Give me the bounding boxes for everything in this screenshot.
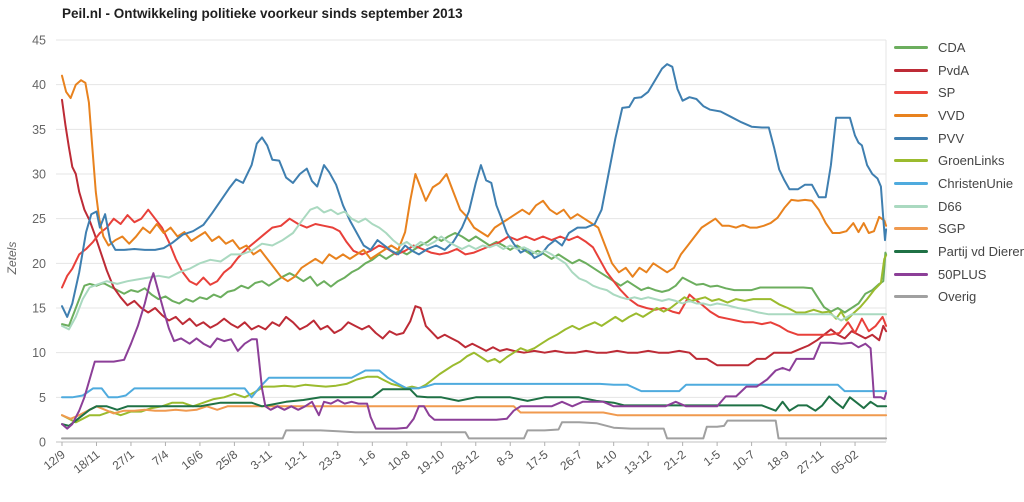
- x-tick-label: 27/1: [110, 447, 137, 473]
- series-line-christenunie: [61, 369, 888, 399]
- legend-swatch-50plus: [894, 272, 928, 276]
- legend-item-d66: D66: [894, 195, 1024, 218]
- legend-swatch-sp: [894, 91, 928, 95]
- legend-swatch-vvd: [894, 113, 928, 117]
- legend-swatch-groenlinks: [894, 159, 928, 163]
- y-tick-label: 35: [32, 123, 46, 137]
- x-tick-label: 12-1: [282, 447, 310, 473]
- legend-label-sp: SP: [938, 85, 956, 101]
- legend-swatch-partij-vd-dieren: [894, 250, 928, 254]
- x-tick-label: 1-6: [356, 447, 379, 469]
- y-tick-label: 45: [32, 34, 46, 48]
- y-tick-label: 40: [32, 78, 46, 92]
- series-line-cda: [61, 232, 888, 327]
- x-tick-label: 23-3: [316, 447, 344, 473]
- chart-legend: CDA PvdA SP VVD PVV GroenLinks ChristenUnie D66…: [894, 36, 1024, 308]
- x-tick-label: 25/8: [213, 447, 240, 473]
- legend-label-pvda: PvdA: [938, 62, 970, 78]
- legend-label-overig: Overig: [938, 289, 977, 305]
- series-line-d66: [61, 206, 888, 331]
- legend-item-pvv: PVV: [894, 127, 1024, 150]
- x-tick-label: 18-9: [764, 447, 792, 473]
- legend-item-sp: SP: [894, 81, 1024, 104]
- legend-item-partij-vd-dieren: Partij vd Dieren: [894, 240, 1024, 263]
- legend-swatch-cda: [894, 45, 928, 49]
- series-line-groenlinks: [61, 254, 888, 424]
- series-line-50plus: [61, 272, 888, 430]
- legend-label-christenunie: ChristenUnie: [938, 175, 1014, 191]
- series-line-pvv: [61, 63, 888, 318]
- legend-item-cda: CDA: [894, 36, 1024, 59]
- chart-title: Peil.nl - Ontwikkeling politieke voorkeu…: [62, 6, 463, 21]
- series-line-overig: [61, 419, 888, 440]
- legend-swatch-christenunie: [894, 181, 928, 185]
- legend-swatch-overig: [894, 295, 928, 299]
- series-line-sgp: [61, 405, 888, 420]
- legend-label-partij-vd-dieren: Partij vd Dieren: [938, 244, 1024, 260]
- legend-label-cda: CDA: [938, 39, 966, 55]
- x-tick-label: 4-10: [592, 447, 620, 473]
- legend-item-sgp: SGP: [894, 218, 1024, 241]
- x-tick-label: 1-5: [701, 447, 724, 469]
- legend-item-vvd: VVD: [894, 104, 1024, 127]
- legend-item-christenunie: ChristenUnie: [894, 172, 1024, 195]
- y-tick-label: 20: [32, 257, 46, 271]
- y-axis-title: Zetels: [5, 242, 19, 276]
- series-line-sp: [61, 208, 888, 336]
- legend-label-vvd: VVD: [938, 107, 965, 123]
- legend-item-overig: Overig: [894, 286, 1024, 309]
- x-tick-label: 7/4: [150, 447, 172, 469]
- legend-swatch-pvda: [894, 68, 928, 72]
- y-tick-label: 10: [32, 346, 46, 360]
- x-tick-label: 18/11: [71, 447, 103, 476]
- y-tick-label: 30: [32, 168, 46, 182]
- x-tick-label: 10-7: [730, 447, 758, 473]
- x-tick-label: 12/9: [41, 447, 68, 473]
- x-tick-label: 05-02: [828, 447, 861, 477]
- legend-swatch-d66: [894, 204, 928, 208]
- x-tick-label: 21-2: [661, 447, 689, 473]
- x-tick-label: 8-3: [494, 447, 517, 469]
- y-tick-label: 25: [32, 212, 46, 226]
- legend-swatch-pvv: [894, 136, 928, 140]
- y-tick-label: 15: [32, 302, 46, 316]
- legend-label-50plus: 50PLUS: [938, 266, 987, 282]
- x-tick-label: 26-7: [557, 447, 585, 473]
- legend-item-groenlinks: GroenLinks: [894, 149, 1024, 172]
- x-tick-label: 16/6: [179, 447, 206, 473]
- x-tick-label: 3-11: [248, 447, 275, 472]
- x-tick-label: 17-5: [523, 447, 551, 473]
- x-tick-label: 28-12: [449, 447, 482, 477]
- legend-label-d66: D66: [938, 198, 962, 214]
- legend-swatch-sgp: [894, 227, 928, 231]
- legend-label-sgp: SGP: [938, 221, 966, 237]
- y-tick-label: 0: [39, 436, 46, 450]
- y-tick-label: 5: [39, 391, 46, 405]
- x-tick-label: 27-11: [794, 447, 826, 477]
- legend-item-50plus: 50PLUS: [894, 263, 1024, 286]
- x-tick-label: 13-12: [621, 447, 654, 477]
- x-tick-label: 19-10: [414, 447, 447, 477]
- x-tick-label: 10-8: [385, 447, 413, 473]
- legend-item-pvda: PvdA: [894, 59, 1024, 82]
- legend-label-pvv: PVV: [938, 130, 965, 146]
- series-line-partij-vd-dieren: [61, 388, 888, 427]
- legend-label-groenlinks: GroenLinks: [938, 153, 1005, 169]
- series-line-vvd: [61, 74, 888, 283]
